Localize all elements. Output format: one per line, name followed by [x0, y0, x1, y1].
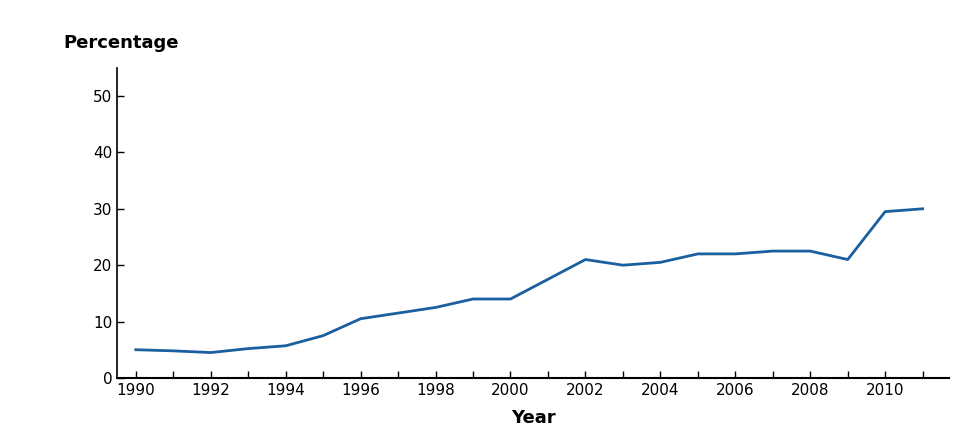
X-axis label: Year: Year	[511, 409, 555, 427]
Text: Percentage: Percentage	[63, 34, 179, 53]
